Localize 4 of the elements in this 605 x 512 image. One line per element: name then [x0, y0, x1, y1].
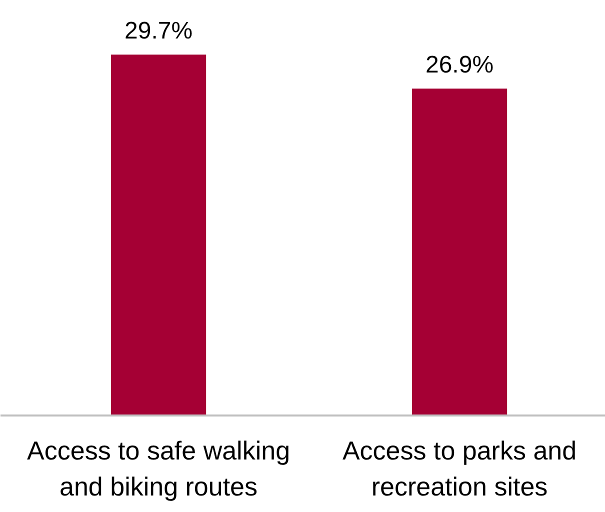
- x-tick-label: Access to safe walking and biking routes: [27, 436, 290, 502]
- data-label: 26.9%: [425, 52, 494, 79]
- x-tick-label: Access to parks and recreation sites: [342, 436, 577, 502]
- data-label: 29.7%: [124, 18, 193, 45]
